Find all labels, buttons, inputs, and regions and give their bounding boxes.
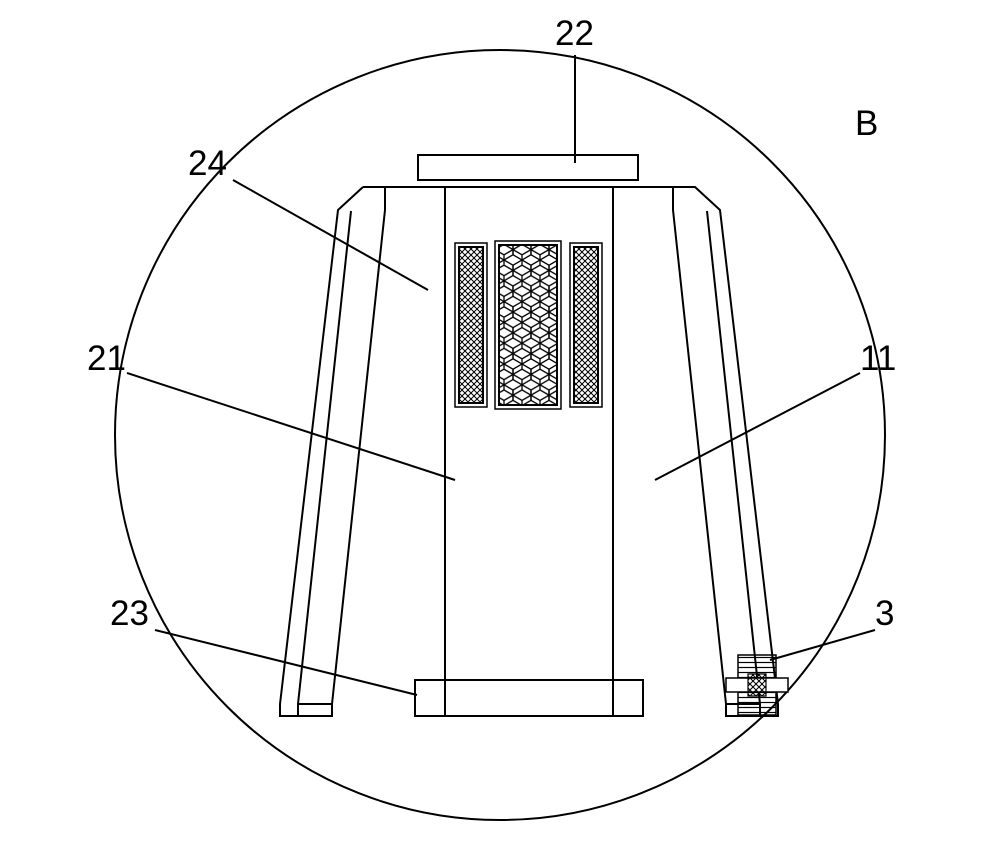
center-honeycomb-slot xyxy=(495,241,561,409)
label-B: B xyxy=(855,104,878,143)
label-23: 23 xyxy=(110,594,149,633)
label-21: 21 xyxy=(87,339,126,378)
diagram-svg: 22 B 24 21 11 23 3 xyxy=(0,0,1000,865)
label-22: 22 xyxy=(555,14,594,53)
side-slot-left xyxy=(455,243,487,407)
label-3: 3 xyxy=(875,594,894,633)
side-slot-right xyxy=(570,243,602,407)
label-11: 11 xyxy=(860,339,896,378)
top-plate xyxy=(418,155,638,180)
labels: 22 B 24 21 11 23 3 xyxy=(87,14,896,633)
label-24: 24 xyxy=(188,144,227,183)
